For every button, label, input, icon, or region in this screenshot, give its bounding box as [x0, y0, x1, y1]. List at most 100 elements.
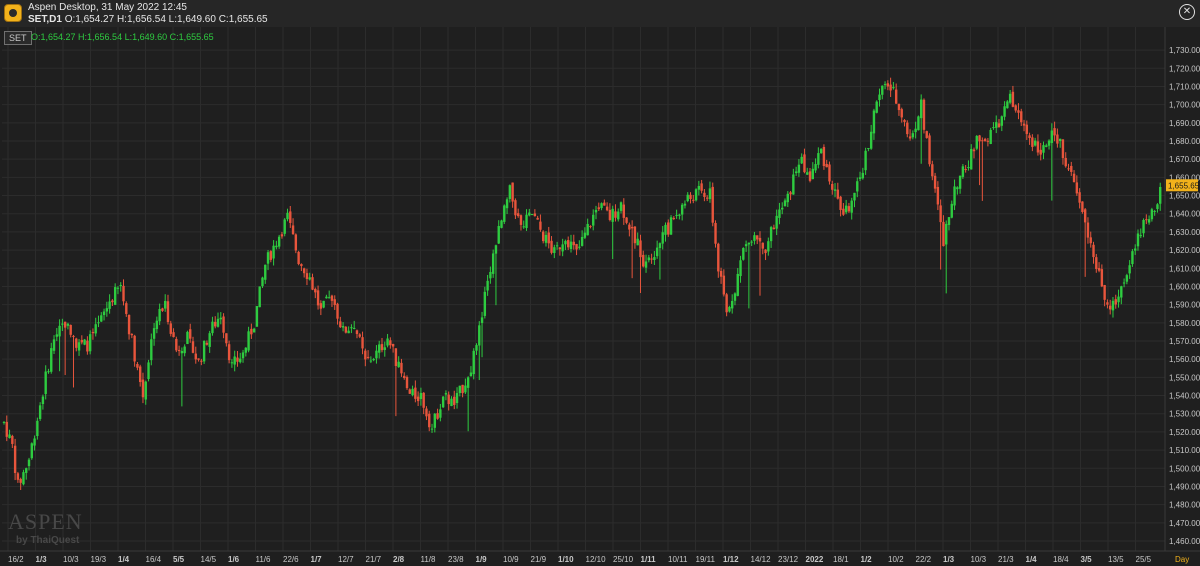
candle-body: [66, 323, 70, 326]
close-button[interactable]: ✕: [1179, 4, 1195, 20]
candle-body: [2, 421, 6, 423]
candle-body: [808, 171, 812, 181]
symbol-badge[interactable]: SET: [4, 31, 32, 45]
candle-body: [50, 348, 53, 372]
candle-body: [236, 357, 239, 362]
candle-body: [1128, 265, 1131, 274]
candle-body: [355, 330, 359, 334]
candle-body: [945, 223, 948, 245]
candle-body: [1156, 204, 1159, 209]
x-tick-label: 14/12: [751, 555, 772, 564]
candle-body: [733, 293, 737, 301]
candle-body: [261, 277, 264, 287]
candle-body: [469, 372, 473, 377]
candle-body: [466, 377, 470, 388]
candle-body: [672, 217, 676, 219]
candle-body: [125, 303, 128, 314]
candle-body: [592, 214, 595, 226]
candle-body: [806, 172, 809, 175]
candle-body: [555, 245, 559, 247]
candle-body: [222, 316, 225, 333]
candle-body: [227, 344, 231, 361]
candle-body: [872, 110, 876, 134]
candle-body: [686, 194, 689, 202]
candle-body: [272, 245, 275, 259]
candle-body: [105, 308, 109, 312]
candle-body: [391, 343, 395, 347]
candle-body: [906, 122, 909, 135]
candle-body: [252, 328, 256, 333]
candle-body: [828, 164, 831, 182]
candle-body: [725, 294, 728, 313]
candle-body: [519, 215, 523, 225]
candle-body: [497, 225, 500, 244]
candle-body: [130, 333, 134, 336]
candle-body: [886, 83, 890, 87]
y-tick-label: 1,490.00: [1169, 482, 1200, 491]
candle-body: [283, 219, 286, 234]
candle-body: [933, 175, 937, 189]
candle-body: [675, 214, 678, 216]
candle-body: [414, 387, 417, 399]
candle-body: [314, 288, 317, 293]
candle-body: [408, 389, 411, 394]
candle-body: [789, 192, 792, 195]
candle-body: [97, 322, 100, 324]
watermark-sub: by ThaiQuest: [16, 535, 80, 546]
candle-body: [1136, 233, 1140, 247]
y-tick-label: 1,550.00: [1169, 373, 1200, 382]
timeframe-label[interactable]: Day: [1175, 555, 1189, 564]
x-tick-label: 1/7: [311, 555, 323, 564]
candle-body: [700, 183, 703, 191]
candle-body: [883, 84, 887, 86]
candle-body: [164, 300, 167, 309]
candle-body: [547, 232, 550, 244]
candle-body: [389, 340, 392, 346]
x-tick-label: 16/2: [8, 555, 24, 564]
candle-body: [1083, 209, 1087, 223]
candle-body: [775, 215, 778, 229]
candle-body: [619, 202, 623, 211]
candle-body: [947, 217, 951, 225]
candle-body: [642, 254, 645, 267]
candle-body: [372, 359, 375, 361]
x-tick-label: 2/8: [393, 555, 405, 564]
y-tick-label: 1,540.00: [1169, 392, 1200, 401]
chart-area[interactable]: 1,730.00 1,720.00 1,710.00 1,700.00 1,690.00…: [0, 27, 1200, 566]
candle-body: [289, 211, 292, 223]
candlestick-chart[interactable]: 1,730.00 1,720.00 1,710.00 1,700.00 1,690.00…: [0, 27, 1200, 566]
candle-body: [736, 273, 739, 296]
candle-body: [94, 324, 97, 334]
candle-body: [280, 234, 284, 237]
candle-body: [333, 299, 336, 306]
x-tick-label: 11/8: [421, 555, 437, 564]
candle-body: [1042, 145, 1045, 153]
candle-body: [703, 192, 706, 197]
candle-body: [908, 136, 912, 139]
candle-body: [964, 169, 967, 171]
candle-body: [505, 199, 509, 209]
candle-body: [205, 342, 209, 345]
candle-body: [836, 189, 840, 199]
x-tick-label: 11/6: [256, 555, 272, 564]
candle-body: [180, 350, 184, 354]
candle-body: [133, 335, 136, 362]
candle-body: [730, 301, 734, 309]
candle-body: [1056, 134, 1059, 144]
candle-body: [622, 204, 626, 218]
candle-body: [230, 362, 234, 364]
candle-body: [575, 243, 578, 250]
candle-body: [781, 207, 784, 210]
candle-body: [1047, 140, 1051, 146]
candle-body: [611, 208, 614, 222]
candle-body: [669, 217, 673, 235]
candle-body: [839, 196, 842, 210]
candle-body: [1111, 300, 1115, 311]
x-tick-label: 13/5: [1108, 555, 1124, 564]
candle-body: [953, 186, 956, 206]
candle-body: [792, 174, 795, 195]
y-tick-label: 1,720.00: [1169, 64, 1200, 73]
candle-body: [305, 273, 309, 279]
candle-body: [536, 217, 539, 220]
candle-body: [861, 172, 865, 179]
